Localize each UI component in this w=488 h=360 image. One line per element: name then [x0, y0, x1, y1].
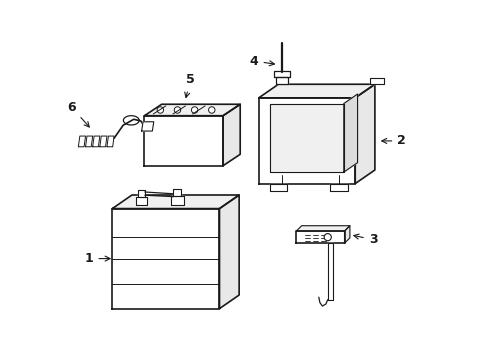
Polygon shape — [327, 243, 332, 300]
Circle shape — [174, 107, 181, 113]
Text: 3: 3 — [353, 233, 377, 246]
Polygon shape — [270, 104, 343, 172]
Polygon shape — [144, 104, 240, 116]
Polygon shape — [296, 226, 349, 231]
Polygon shape — [112, 208, 219, 309]
Polygon shape — [173, 189, 181, 196]
Polygon shape — [258, 98, 354, 184]
Text: 6: 6 — [67, 101, 89, 127]
Text: 4: 4 — [249, 55, 274, 68]
Polygon shape — [100, 136, 107, 147]
Circle shape — [191, 107, 198, 113]
Circle shape — [324, 234, 331, 241]
Text: 2: 2 — [381, 134, 405, 147]
Polygon shape — [274, 71, 289, 77]
Circle shape — [208, 107, 215, 113]
Polygon shape — [369, 78, 383, 84]
Polygon shape — [344, 226, 349, 243]
Polygon shape — [138, 189, 144, 197]
Polygon shape — [136, 197, 147, 204]
Polygon shape — [171, 196, 183, 204]
Polygon shape — [296, 231, 344, 243]
Text: 5: 5 — [184, 73, 194, 98]
Polygon shape — [329, 184, 347, 192]
Polygon shape — [112, 195, 239, 208]
Polygon shape — [142, 122, 153, 131]
Polygon shape — [223, 104, 240, 166]
Polygon shape — [78, 136, 85, 147]
Polygon shape — [354, 84, 374, 184]
Polygon shape — [85, 136, 93, 147]
Polygon shape — [276, 77, 287, 84]
Circle shape — [157, 107, 163, 113]
Polygon shape — [258, 84, 374, 98]
Text: 1: 1 — [84, 252, 110, 265]
Polygon shape — [343, 94, 357, 172]
Polygon shape — [93, 136, 100, 147]
Polygon shape — [144, 116, 223, 166]
Polygon shape — [269, 184, 287, 192]
Polygon shape — [219, 195, 239, 309]
Polygon shape — [107, 136, 114, 147]
